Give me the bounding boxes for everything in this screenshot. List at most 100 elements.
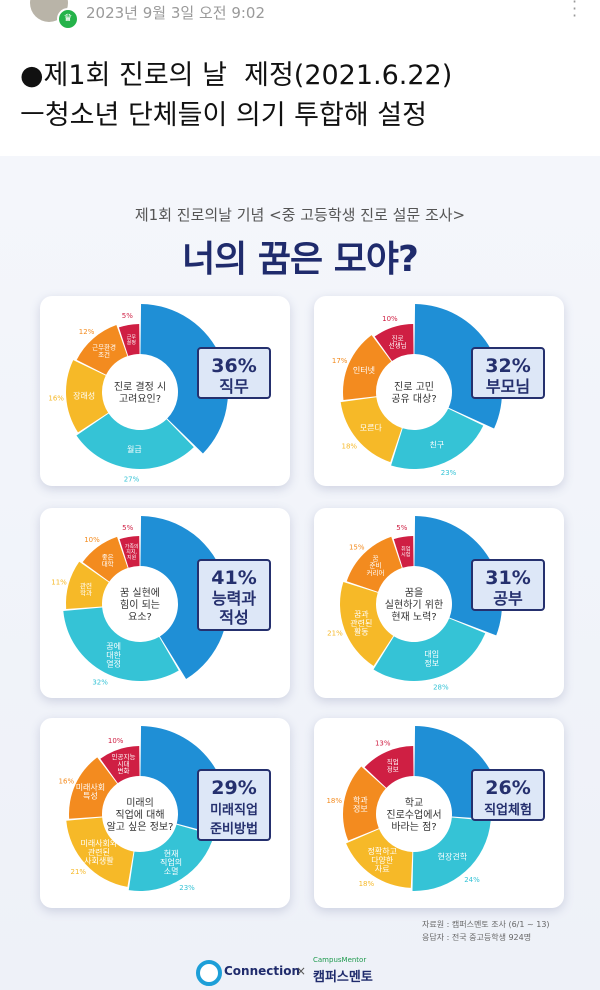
slice-3-4 bbox=[82, 536, 128, 582]
slice-label-4-5: 취업 시험 bbox=[401, 546, 410, 559]
slice-4-4 bbox=[346, 536, 402, 592]
campusmentor-logo: 캠퍼스멘토 bbox=[313, 970, 373, 985]
center-label-3: 꿈 실현에 힘이 되는 요소? bbox=[120, 587, 160, 623]
slice-3-5 bbox=[119, 536, 140, 568]
slice-4-2 bbox=[373, 618, 486, 681]
slice-label-6-3: 정확하고 다양한 자료 bbox=[368, 846, 397, 874]
slice-2-2 bbox=[391, 408, 484, 469]
slice-label-2-3: 모른다 bbox=[360, 423, 383, 432]
slice-5-5 bbox=[100, 746, 140, 784]
slice-label-6-2: 현장견학 bbox=[438, 852, 468, 862]
slice-3-3 bbox=[66, 561, 109, 609]
slice-pct-1-3: 16% bbox=[48, 394, 64, 402]
infographic-subtitle: 제1회 진로의날 기념 <중 고등학생 진로 설문 조사> bbox=[134, 206, 466, 224]
center-label-1: 진로 결정 시 고려요인? bbox=[114, 381, 166, 405]
slice-pct-5-2: 23% bbox=[179, 884, 195, 892]
slice-label-3-3: 관련 학과 bbox=[80, 581, 92, 597]
slice-6-4 bbox=[343, 766, 386, 841]
slice-pct-2-5: 10% bbox=[382, 315, 398, 323]
slice-label-3-2: 꿈에 대한 열정 bbox=[106, 642, 121, 669]
campusmentor-small-label: CampusMentor bbox=[313, 956, 367, 964]
slice-pct-1-2: 27% bbox=[124, 476, 140, 484]
slice-pct-4-5: 5% bbox=[396, 524, 407, 532]
slice-label-3-5: 가족의 지지, 지원 bbox=[125, 543, 139, 561]
source-note: 자료원 : 캠퍼스멘토 조사 (6/1 ~ 13) 응답자 : 전국 중고등학생… bbox=[422, 918, 550, 944]
post-headline: ●제1회 진로의 날 제정(2021.6.22) ㅡ청소년 단체들이 의기 투합… bbox=[20, 56, 452, 136]
headline-line-1: ●제1회 진로의 날 제정(2021.6.22) bbox=[20, 60, 453, 91]
slice-pct-6-5: 13% bbox=[375, 740, 391, 748]
slice-pct-5-5: 10% bbox=[108, 737, 124, 745]
slice-5-3 bbox=[66, 817, 134, 887]
donut-hole-3 bbox=[103, 567, 177, 641]
donut-chart-6: 현장견학 24% 정확하고 다양한 자료 18% 학과 정보 18% 직업 정보 13% 학교 진로수업에… bbox=[326, 726, 545, 891]
slice-1-1 bbox=[140, 304, 228, 454]
chart-card-3: 꿈에 대한 열정 32% 관련 학과 11% 좋은 대학 10% 가족의 지지, 지원 5% 꿈 실현에 힘이… bbox=[40, 508, 290, 698]
slice-6-2 bbox=[412, 817, 491, 891]
infographic-title: 너의 꿈은 모야? bbox=[182, 239, 419, 280]
slice-5-2 bbox=[128, 824, 214, 891]
slice-pct-2-4: 17% bbox=[332, 357, 348, 365]
slice-label-6-4: 학과 정보 bbox=[353, 795, 368, 814]
slice-label-4-3: 꿈과 관련된 활동 bbox=[350, 610, 372, 637]
slice-pct-2-2: 23% bbox=[441, 469, 457, 477]
headline-label-3: 능력과 적성 bbox=[212, 589, 256, 627]
headline-line-2: ㅡ청소년 단체들이 의기 투합해 설정 bbox=[20, 100, 427, 131]
donut-chart-3: 꿈에 대한 열정 32% 관련 학과 11% 좋은 대학 10% 가족의 지지, 지원 5% 꿈 실현에 힘이… bbox=[51, 516, 271, 686]
headline-value-2: 32% bbox=[485, 355, 530, 377]
headline-box-6 bbox=[471, 769, 545, 821]
slice-pct-5-4: 16% bbox=[59, 777, 75, 785]
slice-1-2 bbox=[76, 413, 194, 469]
center-label-6: 학교 진로수업에서 바라는 점? bbox=[386, 797, 441, 833]
slice-2-4 bbox=[343, 335, 392, 401]
donut-hole-2 bbox=[377, 355, 451, 429]
slice-label-5-5: 인공지능 시대 변화 bbox=[112, 752, 136, 775]
slice-3-1 bbox=[140, 516, 229, 679]
slice-label-1-3: 장래성 bbox=[73, 390, 95, 400]
chart-card-5: 현재 직업의 소멸 23% 미래사회와 관련된 사회생활 21% 미래사회 특성 16% 인공지능 시대… bbox=[40, 718, 290, 908]
donut-hole-4 bbox=[377, 567, 451, 641]
chart-card-4: 대입 정보 28% 꿈과 관련된 활동 21% 꿈 준비 커리어 15% 취업 시험 5% 꿈을 실현하기 위… bbox=[314, 508, 564, 698]
center-label-5: 미래의 직업에 대해 알고 싶은 정보? bbox=[107, 797, 174, 833]
headline-label-2: 부모님 bbox=[486, 377, 530, 396]
slice-label-4-2: 대입 정보 bbox=[424, 650, 439, 668]
center-label-4: 꿈을 실현하기 위한 현재 노력? bbox=[385, 587, 443, 623]
post-header: ♛ 2023년 9월 3일 오전 9:02 · · · bbox=[0, 0, 600, 30]
slice-pct-6-3: 18% bbox=[359, 880, 375, 888]
slice-1-5 bbox=[118, 324, 140, 356]
slice-label-2-5: 진로 선생님 bbox=[389, 333, 407, 349]
slice-2-5 bbox=[374, 324, 414, 361]
slice-pct-2-3: 18% bbox=[341, 443, 357, 451]
more-vertical-icon[interactable]: · · · bbox=[572, 0, 578, 25]
slice-pct-1-4: 12% bbox=[79, 328, 95, 336]
slice-pct-3-5: 5% bbox=[122, 524, 133, 532]
headline-label-5: 미래직업 준비방법 bbox=[210, 802, 258, 837]
slice-pct-6-4: 18% bbox=[326, 797, 342, 805]
slice-1-4 bbox=[76, 325, 128, 375]
headline-value-4: 31% bbox=[485, 567, 530, 589]
slice-label-2-2: 친구 bbox=[429, 440, 444, 450]
slice-pct-4-3: 21% bbox=[327, 629, 343, 637]
headline-label-4: 공부 bbox=[493, 589, 523, 608]
slice-label-4-4: 꿈 준비 커리어 bbox=[366, 555, 384, 577]
slice-pct-4-2: 28% bbox=[433, 684, 449, 692]
crown-icon: ♛ bbox=[57, 8, 79, 30]
infographic-image[interactable]: 제1회 진로의날 기념 <중 고등학생 진로 설문 조사> 너의 꿈은 모야? … bbox=[0, 156, 600, 990]
center-label-2: 진로 고민 공유 대상? bbox=[391, 381, 436, 405]
headline-box-5 bbox=[197, 769, 271, 841]
slice-pct-3-4: 10% bbox=[84, 536, 100, 544]
headline-box-1 bbox=[197, 347, 271, 399]
logo-separator: × bbox=[296, 964, 307, 978]
logo-bar: Connection × CampusMentor 캠퍼스멘토 bbox=[0, 956, 600, 990]
slice-pct-1-5: 5% bbox=[122, 312, 133, 320]
headline-value-1: 36% bbox=[211, 355, 256, 377]
headline-box-3 bbox=[197, 559, 271, 631]
headline-value-6: 26% bbox=[485, 777, 530, 799]
slice-4-5 bbox=[393, 536, 414, 568]
connection-logo: Connection bbox=[224, 964, 301, 978]
slice-pct-6-2: 24% bbox=[464, 876, 480, 884]
headline-label-6: 직업체험 bbox=[484, 802, 532, 818]
slice-pct-4-4: 15% bbox=[349, 544, 365, 552]
headline-value-5: 29% bbox=[211, 777, 256, 799]
slice-label-5-4: 미래사회 특성 bbox=[76, 783, 105, 801]
